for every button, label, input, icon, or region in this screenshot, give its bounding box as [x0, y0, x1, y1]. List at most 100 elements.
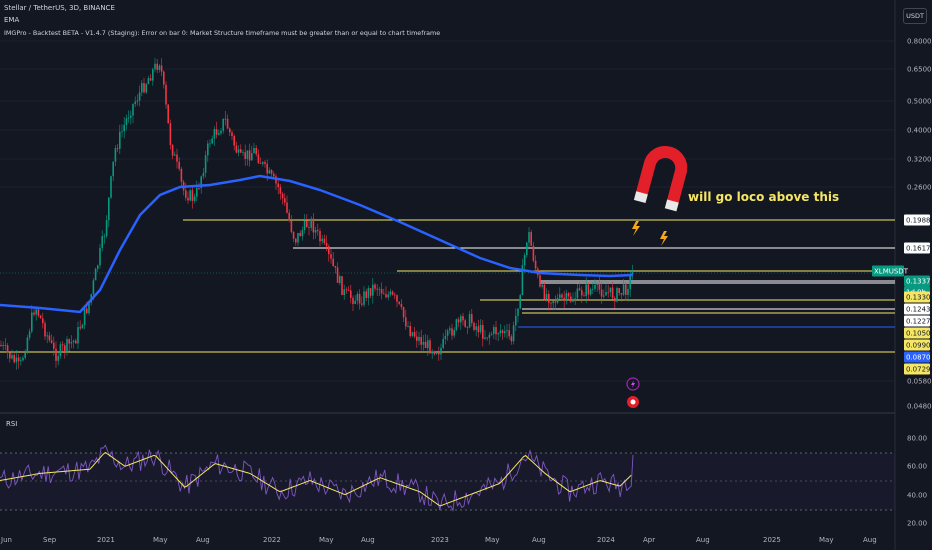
ema-legend[interactable]: EMA: [4, 16, 20, 24]
price-tag-label: 0.0729: [906, 366, 931, 374]
candle-body: [213, 129, 216, 139]
date-axis[interactable]: Jun Sep 2021 May Aug 2022 May Aug 2023 May Aug 2024…: [0, 536, 877, 544]
candle-body: [574, 298, 576, 301]
candle-body: [541, 284, 543, 287]
candle-body: [257, 154, 260, 164]
symbol-title[interactable]: Stellar / TetherUS, 3D, BINANCE: [4, 4, 115, 12]
candle-body: [596, 283, 598, 285]
candle-body: [365, 291, 367, 298]
ema-line: [0, 174, 634, 314]
candle-body: [138, 92, 141, 101]
candle-body: [193, 196, 196, 201]
candle-body: [290, 220, 293, 232]
price-tag: [904, 315, 930, 327]
date-label: May: [153, 536, 167, 544]
candle-body: [363, 291, 365, 305]
candle-body: [224, 118, 227, 120]
candle-body: [112, 161, 114, 177]
candle-body: [570, 296, 572, 302]
candle-body: [44, 323, 46, 337]
candle-body: [431, 351, 433, 354]
candle-body: [88, 302, 90, 314]
candle-body: [497, 333, 499, 335]
candle-body: [440, 347, 442, 355]
price-tag: [904, 351, 930, 363]
candle-body: [132, 103, 134, 116]
event-icon[interactable]: [626, 377, 640, 391]
price-axis[interactable]: 0.8000 0.6500 0.5000 0.4000 0.3200 0.2600 0.05…: [907, 38, 932, 411]
candle-body: [581, 290, 583, 296]
candle-body: [169, 123, 172, 145]
candle-body: [378, 289, 381, 290]
candle-body: [116, 148, 119, 149]
candle-body: [587, 284, 590, 295]
candle-body: [11, 355, 13, 359]
candle-body: [504, 331, 506, 334]
candle-body: [611, 287, 614, 298]
candle-body: [374, 284, 376, 289]
candle-body: [627, 288, 629, 295]
lightning-icon: [632, 221, 668, 246]
candle-body: [50, 340, 53, 343]
candle-body: [295, 238, 297, 243]
rsi-axis[interactable]: 80.00 60.00 40.00 20.00: [907, 435, 927, 528]
price-tick-label: 0.5000: [907, 98, 932, 106]
currency-button[interactable]: USDT: [903, 8, 927, 24]
candle-body: [191, 190, 194, 201]
candle-body: [493, 327, 495, 334]
candle-body: [262, 162, 264, 164]
candle-body: [616, 287, 618, 302]
candle-body: [165, 84, 167, 105]
price-tag-label: 0.1330: [906, 294, 931, 302]
candle-body: [387, 294, 389, 298]
candle-body: [451, 328, 453, 336]
candle-body: [55, 348, 57, 361]
price-tick-label: 0.0480: [907, 403, 932, 411]
candle-body: [174, 154, 176, 156]
candle-body: [141, 83, 143, 93]
date-label: May: [819, 536, 833, 544]
date-label: Aug: [196, 536, 210, 544]
candle-body: [548, 294, 550, 303]
candle-body: [248, 150, 251, 161]
candle-body: [508, 330, 510, 337]
candle-body: [136, 100, 139, 102]
candle-body: [422, 341, 425, 345]
candle-body: [352, 297, 354, 304]
candle-body: [273, 173, 275, 177]
candle-body: [603, 295, 605, 297]
candle-body: [53, 342, 55, 349]
candle-body: [442, 339, 444, 348]
rsi-tick-label: 60.00: [907, 463, 927, 471]
candle-body: [42, 318, 44, 324]
candle-body: [77, 327, 79, 344]
candle-body: [92, 280, 95, 295]
candle-body: [279, 187, 282, 194]
candle-body: [303, 220, 306, 231]
candle-body: [343, 289, 345, 295]
candle-body: [402, 307, 405, 318]
rsi-tick-label: 20.00: [907, 520, 927, 528]
candle-body: [121, 131, 123, 133]
candle-body: [336, 267, 339, 283]
candle-body: [526, 242, 528, 256]
candle-body: [171, 144, 174, 156]
price-tick-label: 0.0580: [907, 378, 932, 386]
candle-body: [209, 143, 211, 145]
candle-body: [244, 152, 246, 159]
price-tag: [904, 214, 930, 226]
date-label: Aug: [863, 536, 877, 544]
indicator-error-legend[interactable]: IMGPro - Backtest BETA - V1.4.7 (Staging…: [4, 29, 441, 37]
price-tag: [904, 339, 930, 351]
candle-body: [490, 333, 493, 335]
candle-body: [198, 188, 200, 189]
candle-body: [545, 294, 548, 300]
candle-body: [446, 330, 449, 336]
candle-body: [334, 266, 337, 268]
earnings-icon[interactable]: [627, 396, 639, 408]
candle-body: [20, 360, 22, 362]
rsi-legend[interactable]: RSI: [6, 420, 18, 428]
price-tick-label: 0.2600: [907, 184, 932, 192]
